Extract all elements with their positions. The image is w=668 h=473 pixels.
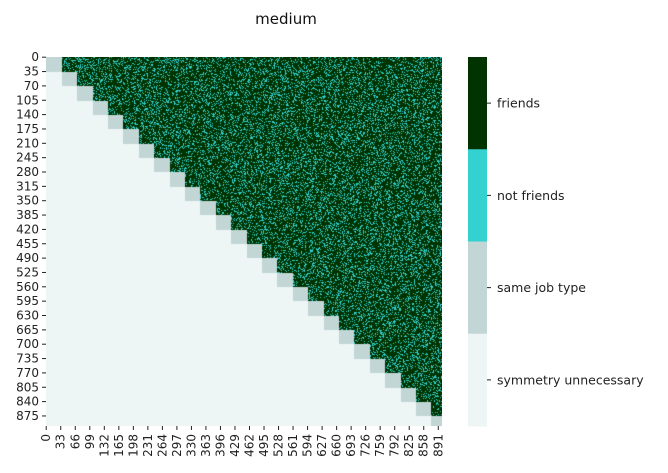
y-tick-label: 595: [16, 294, 39, 308]
x-tick-label: 165: [112, 434, 126, 457]
y-tick-label: 0: [31, 50, 39, 64]
x-tick-label: 462: [243, 434, 257, 457]
colorbar-label: symmetry unnecessary: [497, 372, 644, 387]
y-tick-label: 70: [24, 79, 39, 93]
colorbar-segment: [468, 241, 487, 335]
colorbar-label: friends: [497, 96, 540, 111]
x-tick-label: 759: [373, 434, 387, 457]
y-tick-label: 630: [16, 309, 39, 323]
x-tick-label: 429: [228, 434, 242, 457]
y-tick-label: 280: [16, 165, 39, 179]
x-tick-label: 561: [286, 434, 300, 457]
y-tick-label: 245: [16, 151, 39, 165]
y-tick-label: 175: [16, 122, 39, 136]
colorbar-label: not friends: [497, 188, 565, 203]
y-tick-label: 105: [16, 93, 39, 107]
y-tick-label: 315: [16, 179, 39, 193]
y-axis: 0357010514017521024528031535038542045549…: [16, 50, 46, 423]
colorbar-segment: [468, 333, 487, 427]
x-tick-label: 264: [155, 434, 169, 457]
x-tick-label: 891: [431, 434, 445, 457]
x-tick-label: 660: [330, 434, 344, 457]
x-tick-label: 33: [54, 434, 68, 449]
x-tick-label: 132: [97, 434, 111, 457]
y-tick-label: 735: [16, 352, 39, 366]
y-tick-label: 770: [16, 366, 39, 380]
y-tick-label: 560: [16, 280, 39, 294]
heatmap-cells: [46, 57, 442, 426]
x-tick-label: 825: [402, 434, 416, 457]
colorbar: friends not friends same job type symmetry …: [468, 57, 644, 427]
x-tick-label: 726: [359, 434, 373, 457]
y-tick-label: 35: [24, 65, 39, 79]
x-tick-label: 330: [184, 434, 198, 457]
x-tick-label: 495: [257, 434, 271, 457]
colorbar-segment: [468, 149, 487, 242]
y-tick-label: 385: [16, 208, 39, 222]
y-tick-label: 525: [16, 265, 39, 279]
y-tick-label: 665: [16, 323, 39, 337]
x-tick-label: 858: [417, 434, 431, 457]
x-tick-label: 66: [68, 434, 82, 449]
x-tick-label: 594: [301, 434, 315, 457]
x-tick-label: 0: [39, 434, 53, 442]
y-tick-label: 805: [16, 380, 39, 394]
y-tick-label: 350: [16, 194, 39, 208]
y-tick-label: 840: [16, 395, 39, 409]
x-tick-label: 297: [170, 434, 184, 457]
x-tick-label: 528: [272, 434, 286, 457]
x-tick-label: 792: [388, 434, 402, 457]
y-tick-label: 140: [16, 108, 39, 122]
x-tick-label: 231: [141, 434, 155, 457]
y-tick-label: 490: [16, 251, 39, 265]
x-tick-label: 627: [315, 434, 329, 457]
y-tick-label: 700: [16, 337, 39, 351]
x-tick-label: 693: [344, 434, 358, 457]
chart-title: medium: [255, 10, 317, 28]
y-tick-label: 875: [16, 409, 39, 423]
x-tick-label: 198: [126, 434, 140, 457]
x-tick-label: 396: [213, 434, 227, 457]
heatmap-area: [46, 57, 442, 426]
y-tick-label: 210: [16, 136, 39, 150]
colorbar-label: same job type: [497, 280, 586, 295]
x-tick-label: 99: [83, 434, 97, 449]
y-tick-label: 455: [16, 237, 39, 251]
x-axis: 0 33 66 99 132 165 198 231 264 297 330 363 396 429 462…: [39, 426, 445, 457]
colorbar-segment: [468, 57, 487, 150]
y-tick-label: 420: [16, 222, 39, 236]
x-tick-label: 363: [199, 434, 213, 457]
